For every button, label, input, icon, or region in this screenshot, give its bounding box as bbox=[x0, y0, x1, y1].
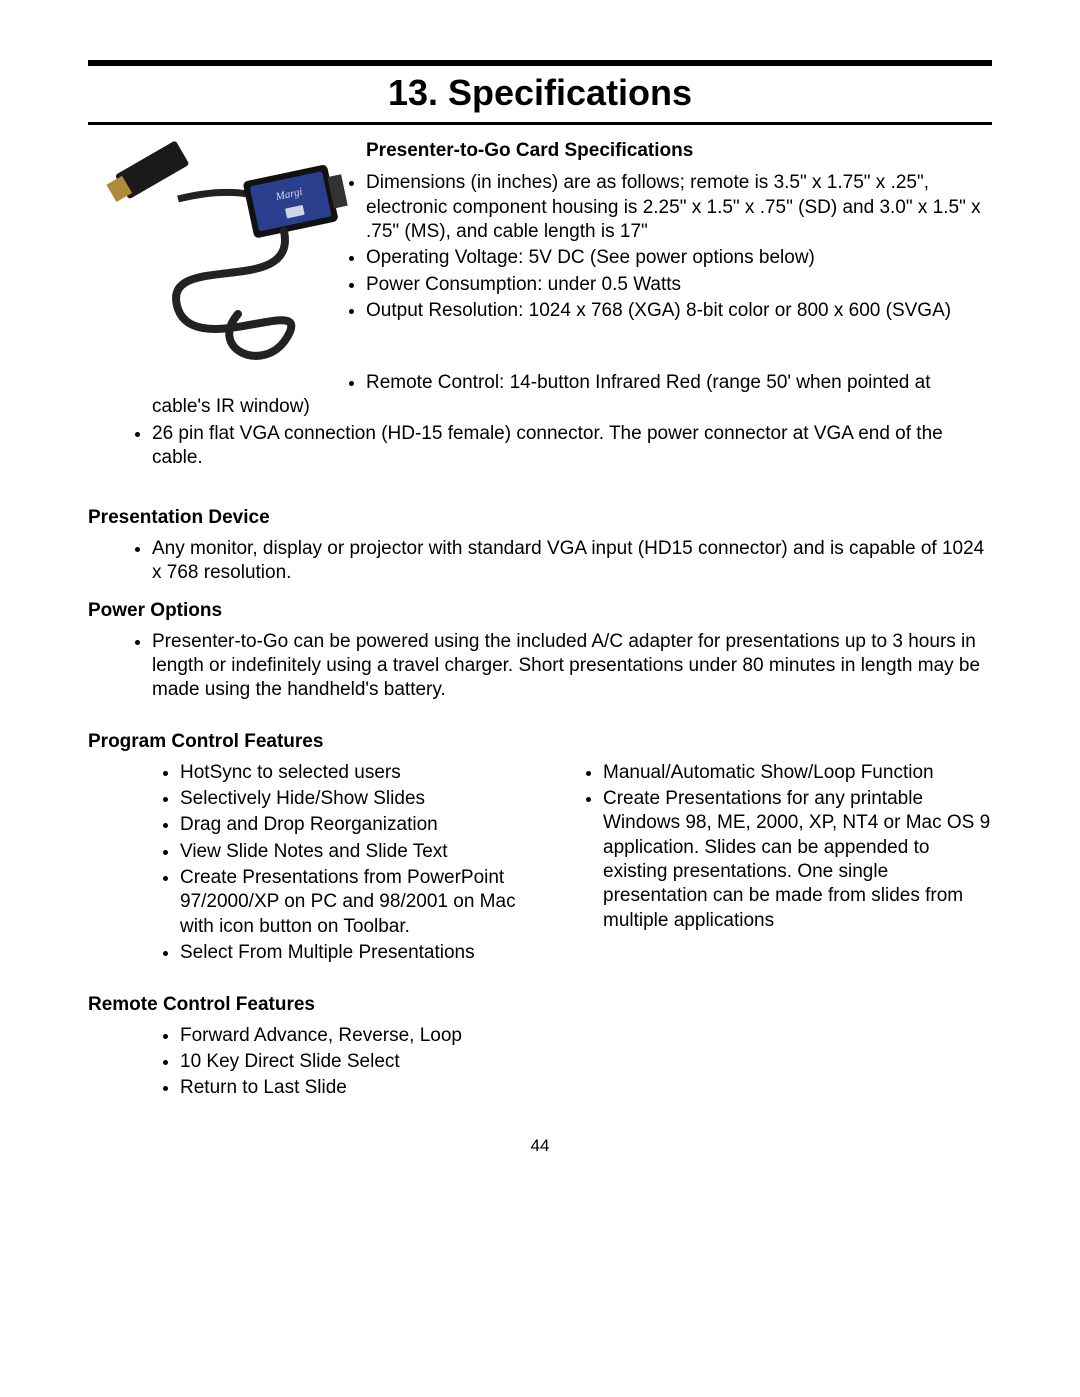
page-title: 13. Specifications bbox=[88, 68, 992, 116]
list-item: Remote Control: 14-button Infrared Red (… bbox=[152, 371, 992, 420]
list-item: View Slide Notes and Slide Text bbox=[180, 840, 517, 864]
list-item: Manual/Automatic Show/Loop Function bbox=[603, 761, 992, 785]
card-spec-list-continued: Remote Control: 14-button Infrared Red (… bbox=[88, 371, 992, 470]
content: Margi Presenter-to-Go Card Specification… bbox=[88, 139, 992, 1156]
rule-top bbox=[88, 60, 992, 66]
remote-features-heading: Remote Control Features bbox=[88, 993, 992, 1017]
program-features-heading: Program Control Features bbox=[88, 730, 992, 754]
list-item: Return to Last Slide bbox=[180, 1076, 992, 1100]
intro-block: Margi Presenter-to-Go Card Specification… bbox=[88, 139, 992, 480]
list-item: Any monitor, display or projector with s… bbox=[152, 537, 992, 586]
list-item: 10 Key Direct Slide Select bbox=[180, 1050, 992, 1074]
product-image: Margi bbox=[88, 139, 348, 369]
page: 13. Specifications bbox=[0, 0, 1080, 1196]
program-features-right: Manual/Automatic Show/Loop Function Crea… bbox=[563, 755, 992, 976]
list-item: Select From Multiple Presentations bbox=[180, 941, 517, 965]
program-features-left-list: HotSync to selected users Selectively Hi… bbox=[88, 761, 517, 966]
list-item: 26 pin flat VGA connection (HD-15 female… bbox=[152, 422, 992, 471]
program-features-columns: HotSync to selected users Selectively Hi… bbox=[88, 755, 992, 976]
product-illustration-icon: Margi bbox=[88, 139, 348, 369]
list-item: Forward Advance, Reverse, Loop bbox=[180, 1024, 992, 1048]
list-item: Drag and Drop Reorganization bbox=[180, 813, 517, 837]
list-item: Selectively Hide/Show Slides bbox=[180, 787, 517, 811]
list-item: Create Presentations from PowerPoint 97/… bbox=[180, 866, 517, 939]
presentation-device-heading: Presentation Device bbox=[88, 506, 992, 530]
power-options-list: Presenter-to-Go can be powered using the… bbox=[88, 630, 992, 703]
list-item: Presenter-to-Go can be powered using the… bbox=[152, 630, 992, 703]
list-item: Create Presentations for any printable W… bbox=[603, 787, 992, 933]
program-features-right-list: Manual/Automatic Show/Loop Function Crea… bbox=[563, 761, 992, 933]
rule-bottom bbox=[88, 122, 992, 125]
program-features-left: HotSync to selected users Selectively Hi… bbox=[88, 755, 517, 976]
presentation-device-list: Any monitor, display or projector with s… bbox=[88, 537, 992, 586]
list-item: HotSync to selected users bbox=[180, 761, 517, 785]
page-number: 44 bbox=[88, 1135, 992, 1157]
remote-features-list: Forward Advance, Reverse, Loop 10 Key Di… bbox=[88, 1024, 992, 1101]
power-options-heading: Power Options bbox=[88, 599, 992, 623]
